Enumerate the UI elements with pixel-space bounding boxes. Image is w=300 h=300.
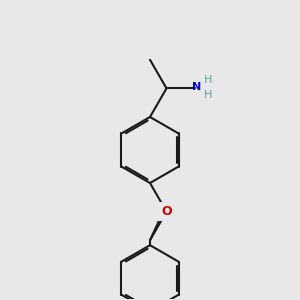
Text: H: H [204, 90, 212, 100]
Text: H: H [204, 75, 212, 85]
Text: N: N [192, 82, 201, 92]
Text: O: O [161, 205, 172, 218]
